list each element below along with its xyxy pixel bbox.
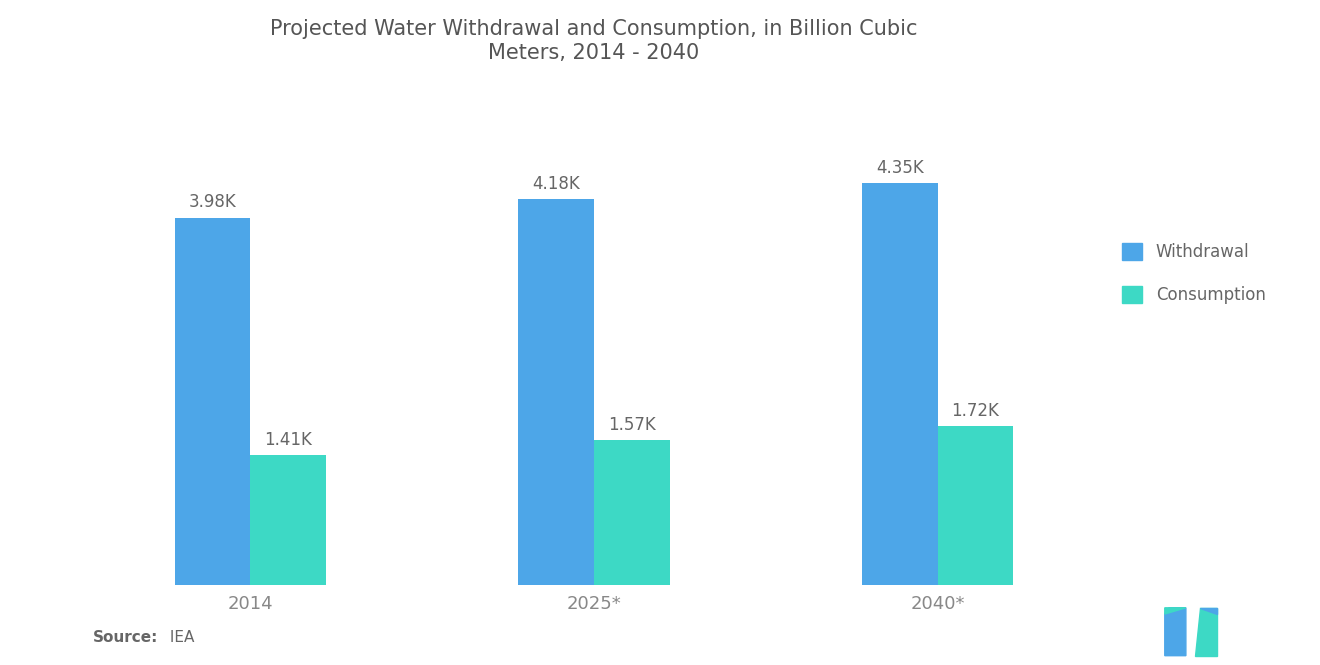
Text: IEA: IEA bbox=[165, 630, 194, 645]
Bar bbox=[174, 217, 251, 585]
Bar bbox=[519, 199, 594, 585]
Title: Projected Water Withdrawal and Consumption, in Billion Cubic
Meters, 2014 - 2040: Projected Water Withdrawal and Consumpti… bbox=[271, 19, 917, 63]
Bar bbox=[862, 184, 937, 585]
Text: 3.98K: 3.98K bbox=[189, 193, 236, 211]
Text: 1.72K: 1.72K bbox=[952, 402, 999, 420]
Text: 1.57K: 1.57K bbox=[609, 416, 656, 434]
Text: Source:: Source: bbox=[92, 630, 158, 645]
Text: 4.18K: 4.18K bbox=[532, 175, 579, 193]
Polygon shape bbox=[1164, 608, 1185, 656]
Polygon shape bbox=[1200, 608, 1217, 614]
Legend: Withdrawal, Consumption: Withdrawal, Consumption bbox=[1114, 235, 1274, 313]
Polygon shape bbox=[1164, 608, 1185, 614]
Bar bbox=[594, 440, 669, 585]
Text: 1.41K: 1.41K bbox=[264, 430, 312, 448]
Bar bbox=[251, 455, 326, 585]
Bar bbox=[937, 426, 1014, 585]
Polygon shape bbox=[1196, 608, 1217, 656]
Text: 4.35K: 4.35K bbox=[876, 159, 924, 177]
